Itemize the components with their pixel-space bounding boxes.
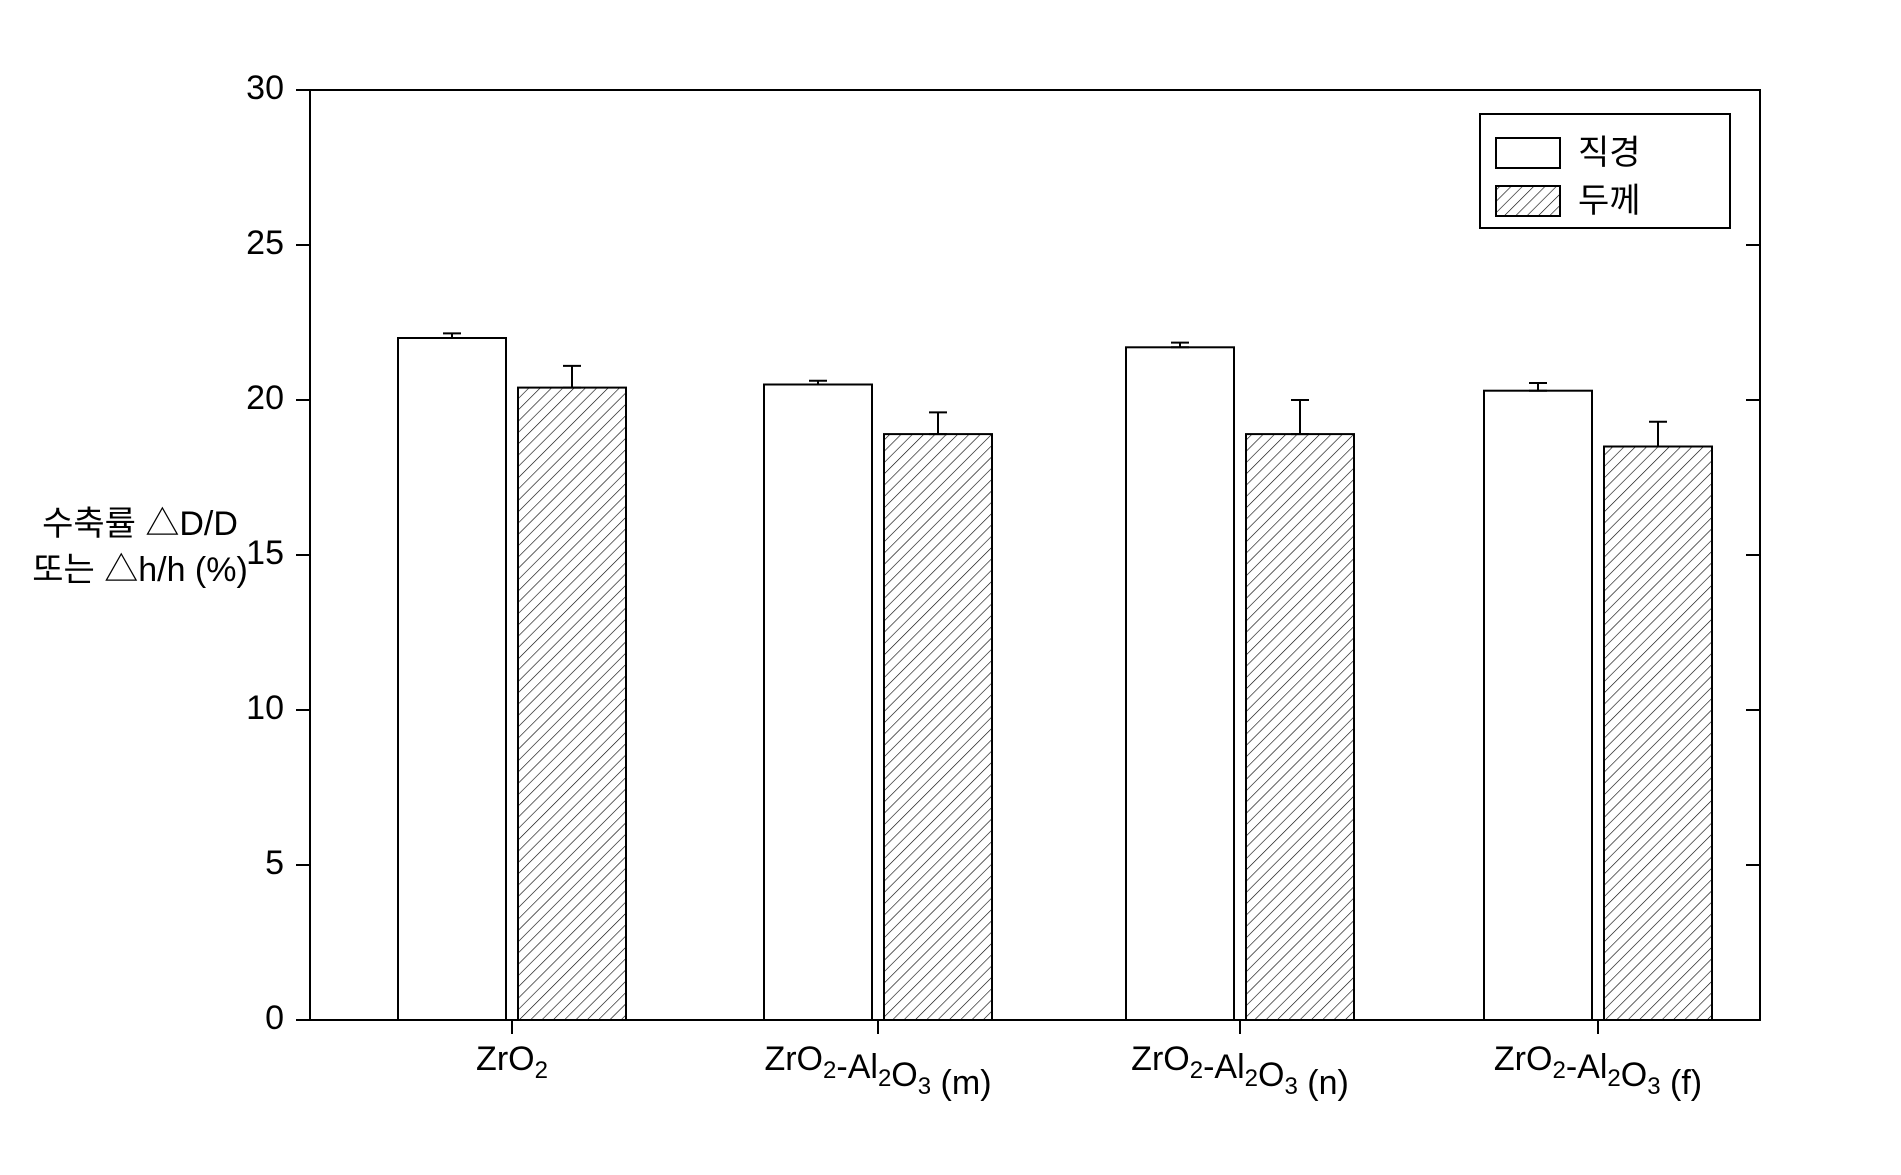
legend-swatch [1496, 186, 1560, 216]
bar-thickness [1246, 434, 1354, 1020]
y-tick-label: 0 [265, 999, 284, 1037]
y-tick-label: 15 [246, 534, 284, 572]
bar-diameter [398, 338, 506, 1020]
y-axis-label: 수축률 △D/D [42, 505, 238, 543]
x-tick-label: ZrO2-Al2O3 (f) [1494, 1040, 1702, 1102]
y-tick-label: 25 [246, 224, 284, 262]
legend-label: 직경 [1578, 134, 1641, 172]
x-tick-label: ZrO2-Al2O3 (n) [1131, 1040, 1349, 1102]
legend-label: 두께 [1578, 182, 1641, 220]
chart-svg: 0 5 10 15 20 25 30 ZrO2 ZrO2-Al2O3 (m) ZrO2-Al2O3… [0, 0, 1901, 1175]
bar-diameter [1484, 391, 1592, 1020]
bar-diameter [764, 385, 872, 1021]
y-tick-label: 20 [246, 379, 284, 417]
shrinkage-bar-chart: 0 5 10 15 20 25 30 ZrO2 ZrO2-Al2O3 (m) ZrO2-Al2O3… [0, 0, 1901, 1175]
y-tick-label: 30 [246, 69, 284, 107]
bar-thickness [518, 388, 626, 1020]
legend-swatch [1496, 138, 1560, 168]
bar-diameter [1126, 347, 1234, 1020]
x-tick-label: ZrO2 [476, 1040, 548, 1084]
x-tick-label: ZrO2-Al2O3 (m) [764, 1040, 991, 1102]
bar-thickness [1604, 447, 1712, 1021]
y-tick-label: 10 [246, 689, 284, 727]
y-tick-label: 5 [265, 844, 284, 882]
y-axis-label: 또는 △h/h (%) [32, 551, 248, 589]
bar-thickness [884, 434, 992, 1020]
